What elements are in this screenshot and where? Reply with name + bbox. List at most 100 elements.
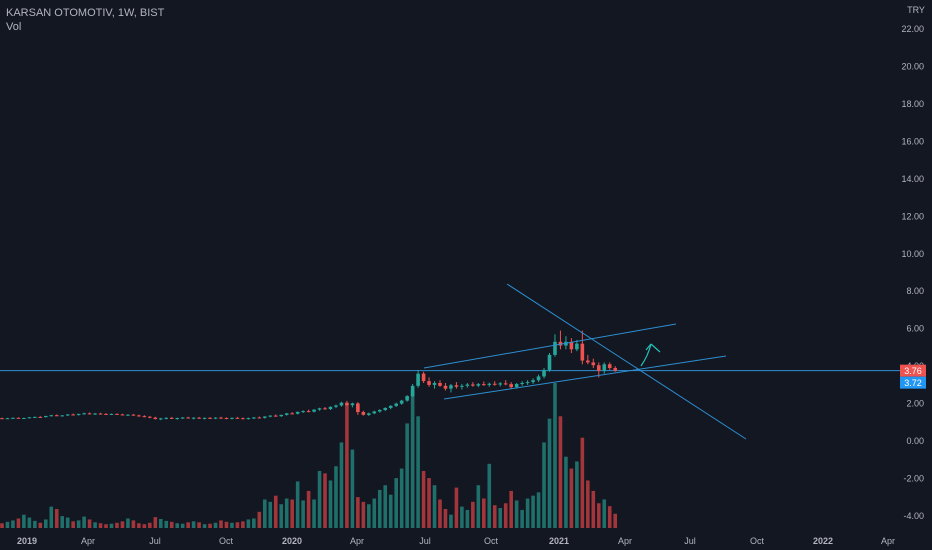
volume-bar — [492, 505, 497, 528]
volume-bar — [350, 449, 355, 528]
volume-bar — [27, 517, 32, 528]
volume-bar — [82, 516, 86, 528]
time-tick-label: 2021 — [549, 536, 569, 546]
candle-body — [569, 341, 574, 350]
volume-bar — [312, 499, 316, 528]
volume-bar — [268, 501, 273, 528]
volume-bar — [263, 499, 267, 528]
volume-bar — [471, 501, 475, 528]
price-tick-label: 14.00 — [901, 174, 924, 184]
candle-body — [126, 414, 130, 416]
volume-bar — [33, 520, 37, 528]
volume-bar — [153, 517, 158, 528]
volume-bar — [208, 523, 212, 528]
volume-bar — [372, 498, 377, 528]
volume-bar — [60, 516, 65, 528]
volume-bar — [361, 501, 366, 528]
price-tick-label: 16.00 — [901, 136, 924, 146]
volume-bar — [93, 522, 97, 528]
volume-bar — [284, 498, 289, 528]
candle-body — [186, 417, 190, 419]
volume-bar — [405, 423, 409, 528]
volume-bar — [367, 504, 371, 528]
candle-body — [263, 416, 267, 418]
volume-bar — [273, 495, 278, 528]
volume-bar — [186, 522, 190, 528]
candle-body — [284, 413, 289, 415]
time-tick-label: Apr — [618, 536, 632, 546]
volume-bar — [514, 500, 519, 528]
volume-bar — [197, 522, 201, 528]
volume-bar — [487, 463, 492, 528]
time-tick-label: 2019 — [17, 536, 37, 546]
candle-body — [525, 382, 530, 384]
candle-body — [460, 385, 464, 387]
descending-trendline — [506, 283, 747, 440]
candle-body — [487, 383, 492, 385]
volume-bar — [246, 519, 251, 528]
volume-bar — [11, 520, 15, 528]
candle-body — [235, 417, 240, 419]
volume-indicator-label[interactable]: Vol — [6, 21, 22, 33]
time-axis[interactable]: 2019 Apr Jul Oct 2020 Apr Jul Oct 2021 Apr Jul Oct 2… — [17, 536, 895, 546]
time-tick-label: Jul — [419, 536, 431, 546]
candle-body — [98, 413, 103, 415]
price-axis[interactable]: 22.00 20.00 18.00 16.00 14.00 12.00 10.00 8.00 6… — [901, 24, 924, 521]
candle-body — [323, 408, 327, 410]
candle-body — [82, 413, 86, 415]
close-price-badge — [900, 376, 926, 389]
candle-body — [372, 411, 377, 414]
trendline-drawings[interactable] — [423, 283, 747, 440]
candle-body — [492, 383, 497, 385]
volume-bar — [180, 523, 185, 528]
volume-bar — [164, 520, 169, 528]
volume-bar — [460, 506, 464, 528]
price-tick-label: 0.00 — [906, 436, 924, 446]
candle-body — [454, 385, 459, 387]
candle-body — [175, 418, 179, 420]
candle-body — [377, 409, 382, 412]
volume-bar — [49, 506, 54, 528]
candle-body — [11, 417, 15, 419]
candle-body — [49, 415, 54, 417]
candle-body — [158, 418, 163, 420]
currency-label[interactable]: TRY — [907, 5, 925, 15]
candle-body — [476, 384, 481, 386]
candle-body — [213, 417, 218, 419]
time-tick-label: Apr — [881, 536, 895, 546]
candle-body — [334, 405, 338, 407]
candle-body — [27, 417, 32, 419]
candle-body — [542, 369, 546, 377]
candle-body — [273, 415, 278, 417]
candle-body — [120, 414, 125, 416]
symbol-title[interactable]: KARSAN OTOMOTIV, 1W, BIST — [6, 7, 165, 19]
candle-body — [553, 341, 557, 355]
volume-bar — [531, 495, 535, 528]
candle-body — [345, 402, 349, 406]
time-tick-label: Oct — [484, 536, 499, 546]
volume-bar — [169, 521, 174, 528]
price-tick-label: 12.00 — [901, 211, 924, 221]
volume-bar — [388, 494, 393, 528]
volume-bar — [0, 523, 4, 528]
close-price-value: 3.72 — [904, 378, 922, 388]
candle-body — [295, 411, 300, 414]
volume-bar — [5, 521, 10, 528]
candle-body — [65, 414, 70, 416]
volume-bar — [438, 499, 442, 528]
volume-bar — [175, 523, 179, 528]
price-tick-label: 8.00 — [906, 286, 924, 296]
candle-body — [202, 417, 207, 419]
volume-bar — [131, 520, 136, 528]
candle-body — [0, 418, 4, 420]
volume-bar — [383, 485, 388, 528]
price-tick-label: 2.00 — [906, 399, 924, 409]
candle-body — [109, 413, 114, 415]
volume-bar — [120, 521, 125, 528]
volume-bar — [503, 503, 508, 528]
candle-body — [246, 418, 251, 420]
candle-body — [5, 418, 10, 420]
candle-body — [306, 411, 311, 413]
candle-body — [416, 373, 420, 386]
